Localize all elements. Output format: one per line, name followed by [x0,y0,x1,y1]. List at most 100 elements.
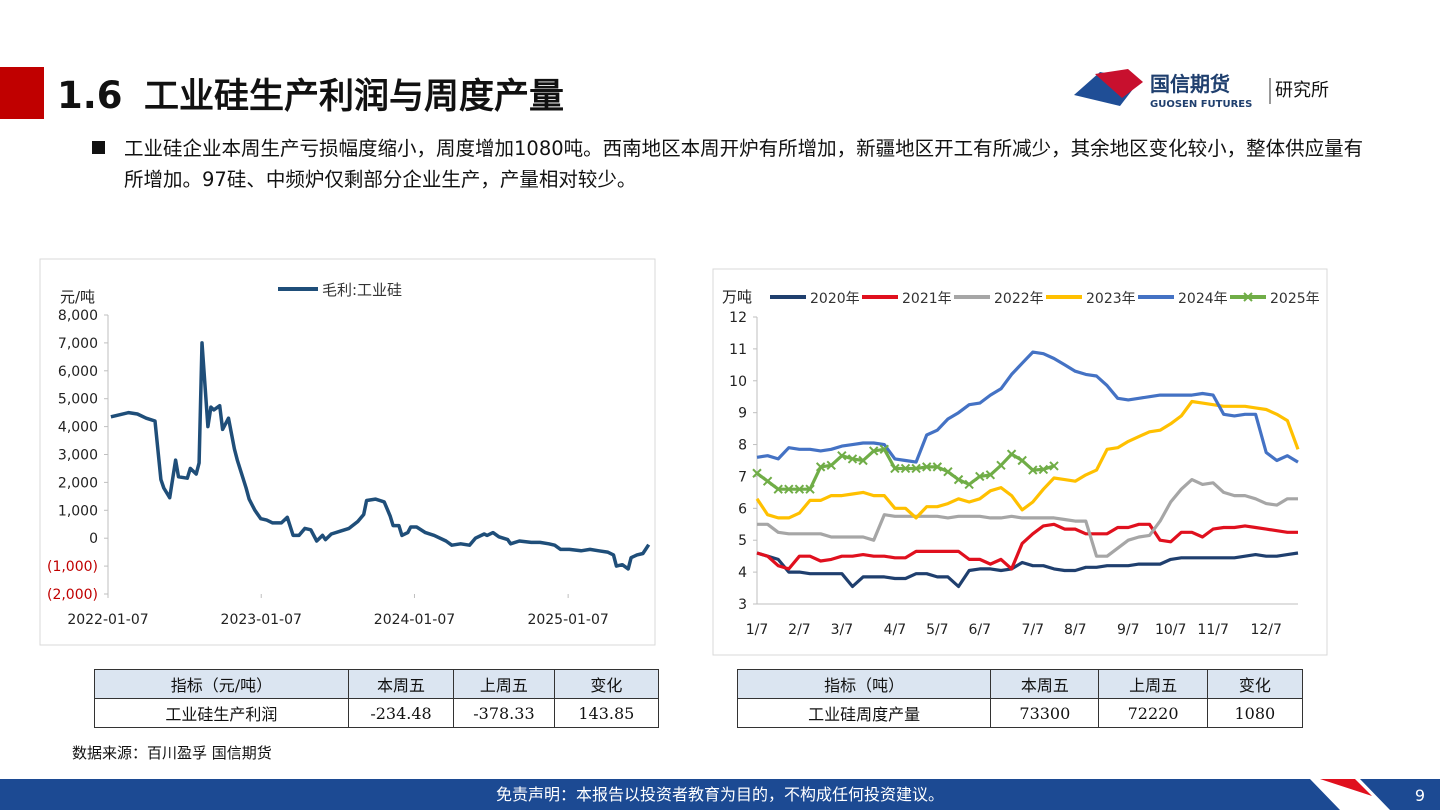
x-tick-label: 2025-01-07 [527,612,608,628]
line-series [755,399,1300,520]
table-header: 指标（元/吨） 本周五 上周五 变化 [94,669,660,699]
x-tick-label: 7/7 [1022,622,1045,638]
line-series [756,522,1298,571]
point-marker [762,476,773,486]
x-tick-label: 5/7 [926,622,949,638]
point-marker [858,455,868,466]
table-cell: 变化 [1206,669,1304,699]
y-tick-label: 5 [738,533,747,549]
legend-label: 毛利:工业硅 [322,281,402,299]
legend-marker [1243,292,1253,302]
point-marker [911,463,921,474]
y-tick-label: 4,000 [58,420,98,436]
logo-text: GUOSEN FUTURES [1150,99,1252,110]
table-cell: 73300 [990,698,1100,728]
y-axis-label: 元/吨 [60,288,95,306]
y-tick-label: 8,000 [58,308,98,324]
y-tick-label: 11 [729,342,747,358]
x-tick-label: 1/7 [746,622,769,638]
page-number: 9 [1415,786,1425,805]
y-tick-label: (1,000) [47,559,98,575]
point-marker [1049,461,1059,471]
bullet-mark [92,141,105,154]
table-cell: 工业硅生产利润 [94,698,349,728]
footer-deco [1320,779,1372,796]
point-marker [752,468,762,478]
point-marker [953,474,964,485]
line-series [757,478,1298,558]
point-marker [868,446,879,456]
x-tick-label: 10/7 [1155,622,1186,638]
point-marker [794,484,805,494]
table-cell: 1080 [1206,698,1304,728]
y-tick-label: (2,000) [47,587,98,603]
y-tick-label: 2,000 [58,475,98,491]
y-tick-label: 8 [738,438,747,454]
point-marker [996,460,1006,470]
point-marker [975,471,985,482]
y-axis-label: 万吨 [722,288,752,306]
line-series [756,350,1299,464]
slide-title: 工业硅生产利润与周度产量 [144,77,564,117]
y-tick-label: 9 [738,406,747,422]
y-tick-label: 10 [729,374,747,390]
legend-label: 2020年 [810,291,860,307]
line-series [110,341,651,571]
table-cell: 上周五 [453,669,555,699]
table-cell: 变化 [553,669,660,699]
point-marker [837,451,847,461]
point-marker [943,466,953,477]
point-marker [1038,464,1049,475]
logo-shape [1095,69,1143,98]
y-tick-label: 7,000 [58,336,98,352]
point-marker [805,484,815,494]
point-marker [773,484,783,494]
table-cell: 指标（元/吨） [94,669,349,699]
table-cell: -378.33 [453,698,555,728]
y-tick-label: 5,000 [58,392,98,408]
section-number: 1.6 [57,74,123,117]
point-marker [879,444,890,455]
x-tick-label: 11/7 [1197,622,1228,638]
table-cell: 指标（吨） [736,669,992,699]
logo-dept: 研究所 [1275,80,1329,101]
table-cell: 本周五 [990,669,1100,699]
y-tick-label: 3 [738,597,747,613]
point-marker [1028,465,1038,475]
x-tick-label: 2023-01-07 [221,612,302,628]
point-marker [922,462,932,472]
point-marker [1017,455,1027,466]
x-tick-label: 3/7 [831,622,854,638]
point-marker [964,479,974,490]
x-tick-label: 6/7 [968,622,991,638]
y-tick-label: 0 [89,531,98,547]
y-tick-label: 12 [729,310,747,326]
table-cell: 本周五 [347,669,455,699]
x-tick-label: 12/7 [1250,622,1281,638]
chart-profit: 8,000 7,000 6,000 5,000 4,000 3,000 2,000 1,000… [47,281,651,628]
table-output: 指标（吨） 本周五 上周五 变化 工业硅周度产量 73300 72220 1080 [736,669,1304,728]
chart-frame [39,258,656,646]
point-marker [815,462,826,472]
header-bar [0,67,44,119]
x-tick-label: 4/7 [884,622,907,638]
y-tick-label: 6,000 [58,364,98,380]
source: 数据来源：百川盈孚 国信期货 [72,744,272,762]
table-cell: -234.48 [347,698,455,728]
disclaimer: 免责声明：本报告以投资者教育为目的，不构成任何投资建议。 [496,785,944,804]
point-marker [900,463,911,474]
legend-label: 2022年 [994,291,1044,307]
footer-deco [1310,779,1390,810]
table-cell: 143.85 [553,698,660,728]
y-tick-label: 3,000 [58,448,98,464]
table-cell: 工业硅周度产量 [736,698,992,728]
x-tick-label: 9/7 [1117,622,1140,638]
x-tick-label: 2024-01-07 [374,612,455,628]
point-marker [985,470,996,480]
point-marker [784,484,794,494]
x-tick-label: 2022-01-07 [67,612,148,628]
point-marker [847,454,858,464]
x-tick-label: 8/7 [1064,622,1087,638]
legend-label: 2021年 [902,291,952,307]
